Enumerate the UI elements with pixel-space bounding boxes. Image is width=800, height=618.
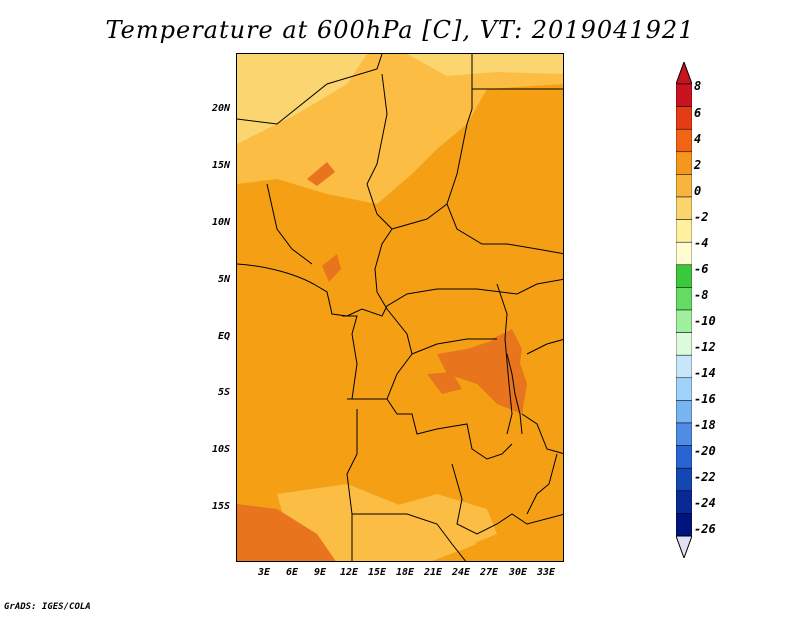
colorbar-segment (675, 467, 693, 492)
colorbar (675, 60, 693, 560)
colorbar-segment (675, 377, 693, 401)
colorbar-segment (675, 513, 693, 537)
colorbar-arrow-top (675, 60, 693, 85)
colorbar-graphic (675, 60, 693, 560)
colorbar-label: -18 (694, 418, 716, 432)
colorbar-segment (675, 128, 693, 153)
colorbar-segment (675, 151, 693, 175)
temperature-field (237, 54, 563, 561)
colorbar-arrow-bottom (675, 535, 693, 560)
x-tick-label: 6E (285, 567, 299, 578)
coolest-region-north (237, 54, 367, 144)
x-tick-label: 3E (257, 567, 271, 578)
coolest-region-north-east (407, 54, 563, 76)
colorbar-label: -6 (694, 262, 709, 276)
colorbar-label: -8 (694, 288, 709, 302)
x-tick-label: 24E (451, 567, 471, 578)
colorbar-label: -4 (694, 236, 709, 250)
warm-region-congo-west (427, 372, 462, 394)
colorbar-segment (675, 490, 693, 514)
x-tick-label: 21E (423, 567, 443, 578)
x-tick-label: 18E (395, 567, 415, 578)
colorbar-label: 0 (694, 184, 702, 198)
x-tick-label: 15E (367, 567, 387, 578)
y-tick-label: 15N (211, 160, 230, 171)
colorbar-segment (675, 332, 693, 356)
colorbar-segment (675, 83, 693, 107)
colorbar-label: -24 (694, 496, 716, 510)
colorbar-segment (675, 287, 693, 311)
grads-credit: GrADS: IGES/COLA (4, 602, 91, 612)
colorbar-label: 6 (694, 106, 702, 120)
colorbar-segment (675, 354, 693, 379)
colorbar-segment (675, 422, 693, 446)
y-tick-label: 15S (211, 501, 230, 512)
y-tick-label: 10N (211, 217, 230, 228)
y-tick-label: 5N (217, 274, 230, 285)
colorbar-segment (675, 264, 693, 288)
colorbar-segment (675, 241, 693, 266)
warm-region-cameroon (322, 254, 341, 282)
colorbar-segment (675, 219, 693, 243)
colorbar-label: 8 (694, 79, 702, 93)
colorbar-label: -2 (694, 210, 709, 224)
warm-region-southwest (237, 504, 336, 561)
colorbar-label: -12 (694, 340, 716, 354)
colorbar-label: -26 (694, 522, 716, 536)
x-tick-label: 33E (536, 567, 556, 578)
x-tick-label: 27E (479, 567, 499, 578)
y-tick-label: 5S (217, 387, 230, 398)
y-tick-label: 20N (211, 103, 230, 114)
warm-region-sahel (307, 162, 335, 186)
colorbar-label: -14 (694, 366, 716, 380)
colorbar-label: -22 (694, 470, 716, 484)
colorbar-segment (675, 106, 693, 130)
x-tick-label: 9E (313, 567, 327, 578)
colorbar-label: 2 (694, 158, 702, 172)
colorbar-segment (675, 309, 693, 333)
cool-region-south-central (367, 494, 497, 554)
colorbar-segment (675, 196, 693, 220)
colorbar-segment (675, 174, 693, 198)
y-tick-label: 10S (211, 444, 230, 455)
x-tick-label: 12E (339, 567, 359, 578)
x-tick-label: 30E (508, 567, 528, 578)
colorbar-label: 4 (694, 132, 702, 146)
colorbar-label: -20 (694, 444, 716, 458)
colorbar-segment (675, 400, 693, 424)
colorbar-label: -10 (694, 314, 716, 328)
map-title: Temperature at 600hPa [C], VT: 201904192… (105, 16, 695, 44)
y-tick-label: EQ (217, 331, 230, 342)
colorbar-label: -16 (694, 392, 716, 406)
country-borders (237, 54, 563, 561)
map-panel (236, 53, 564, 562)
colorbar-segment (675, 445, 693, 469)
